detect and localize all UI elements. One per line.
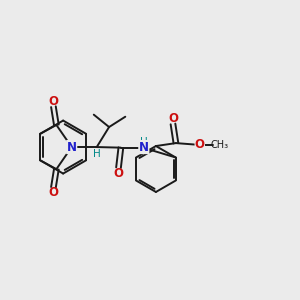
Text: O: O bbox=[113, 167, 124, 180]
Text: N: N bbox=[139, 141, 149, 154]
Text: O: O bbox=[168, 112, 178, 125]
Text: CH₃: CH₃ bbox=[211, 140, 229, 150]
Text: H: H bbox=[140, 137, 148, 147]
Text: N: N bbox=[67, 141, 77, 154]
Text: O: O bbox=[48, 186, 59, 199]
Text: O: O bbox=[48, 95, 59, 108]
Text: O: O bbox=[195, 138, 205, 151]
Text: H: H bbox=[93, 149, 101, 159]
